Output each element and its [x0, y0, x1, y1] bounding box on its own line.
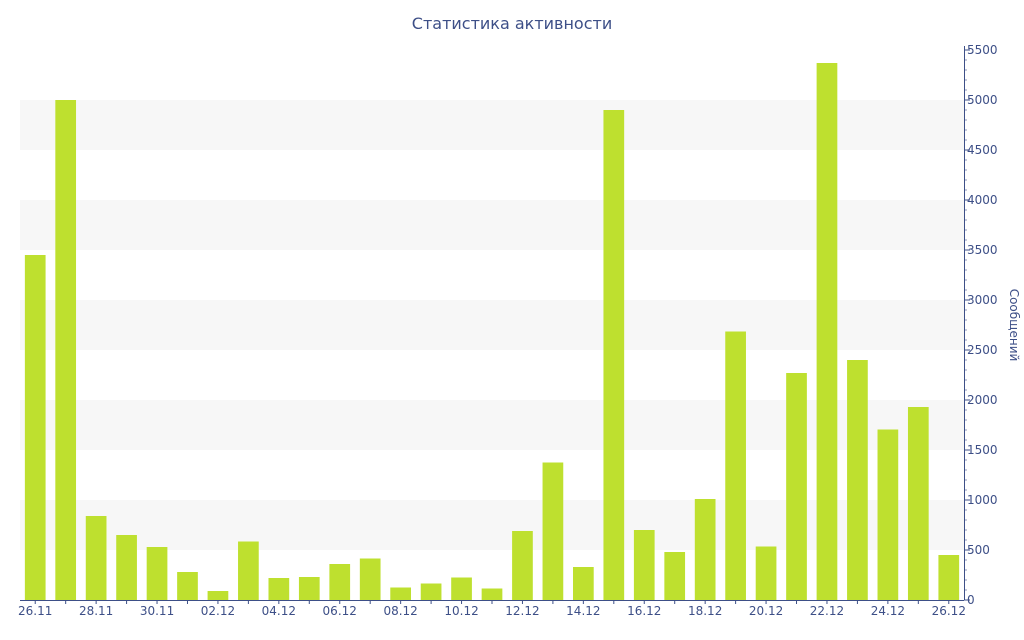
x-tick-label: 30.11 — [140, 604, 174, 618]
bar — [573, 567, 594, 600]
x-tick-label: 06.12 — [323, 604, 357, 618]
x-tick-label: 10.12 — [444, 604, 478, 618]
x-tick-label: 12.12 — [505, 604, 539, 618]
bar — [633, 530, 655, 600]
bar — [512, 531, 533, 600]
x-tick-label: 16.12 — [627, 604, 661, 618]
x-axis-ticks: 26.11 28.11 30.11 02.12 04.12 06.12 08.12 10.12… — [18, 600, 966, 618]
y-axis-label: Сообщений — [1007, 289, 1021, 362]
bar — [85, 516, 107, 600]
x-tick-label: 26.11 — [18, 604, 52, 618]
bar — [268, 578, 290, 600]
bar — [451, 577, 472, 600]
y-tick-label: 2500 — [967, 343, 998, 357]
y-tick-label: 3000 — [967, 293, 998, 307]
bar — [116, 535, 137, 600]
bar — [146, 547, 168, 600]
bar — [694, 499, 716, 600]
bar — [55, 100, 77, 600]
y-tick-label: 500 — [967, 543, 990, 557]
x-tick-label: 22.12 — [810, 604, 844, 618]
y-tick-label: 5500 — [967, 43, 998, 57]
bar — [207, 591, 229, 600]
bar — [238, 541, 259, 600]
y-tick-label: 4500 — [967, 143, 998, 157]
bar — [24, 255, 46, 600]
bar — [664, 552, 686, 600]
bar — [938, 555, 960, 600]
y-tick-label: 2000 — [967, 393, 998, 407]
x-tick-label: 04.12 — [262, 604, 296, 618]
x-tick-label: 28.11 — [79, 604, 113, 618]
bar — [877, 429, 899, 600]
bar — [390, 587, 411, 600]
bar — [481, 588, 503, 600]
bar — [755, 546, 777, 600]
x-tick-label: 18.12 — [688, 604, 722, 618]
y-tick-label: 1500 — [967, 443, 998, 457]
chart-title: Статистика активности — [411, 14, 613, 33]
y-tick-label: 1000 — [967, 493, 998, 507]
bar — [542, 462, 564, 600]
bar — [725, 331, 746, 600]
bar — [907, 407, 929, 600]
x-tick-label: 26.12 — [932, 604, 966, 618]
x-tick-label: 24.12 — [871, 604, 905, 618]
x-tick-label: 14.12 — [566, 604, 600, 618]
grid-band — [20, 300, 964, 350]
y-tick-label: 3500 — [967, 243, 998, 257]
bar — [420, 583, 442, 600]
bar — [298, 577, 320, 600]
bar — [329, 564, 351, 600]
grid-bands — [20, 100, 964, 550]
y-axis-ticks: 0 500 1000 1500 2000 2500 3000 3500 4000 4500 5000… — [964, 43, 998, 607]
bar — [177, 572, 198, 600]
bar — [816, 63, 838, 600]
x-tick-label: 08.12 — [383, 604, 417, 618]
x-tick-label: 02.12 — [201, 604, 235, 618]
bar — [603, 110, 625, 600]
y-tick-label: 4000 — [967, 193, 998, 207]
y-tick-label: 5000 — [967, 93, 998, 107]
x-tick-label: 20.12 — [749, 604, 783, 618]
grid-band — [20, 200, 964, 250]
bars — [24, 63, 960, 600]
grid-band — [20, 100, 964, 150]
y-tick-label: 0 — [967, 593, 975, 607]
bar — [786, 373, 807, 600]
bar — [847, 360, 868, 600]
bar — [359, 558, 381, 600]
